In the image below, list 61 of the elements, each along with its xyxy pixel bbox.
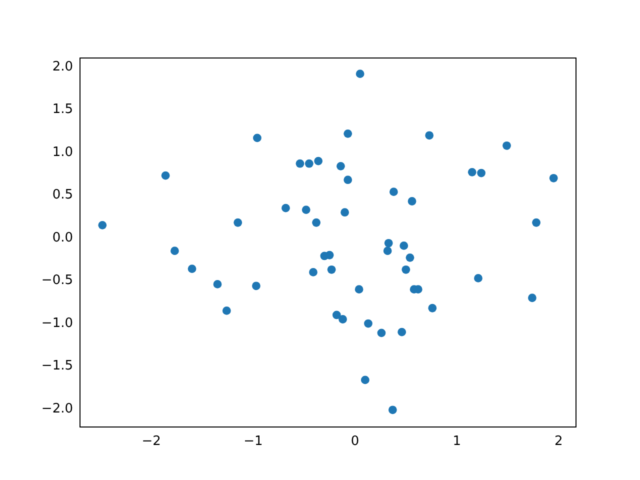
y-tick-label: −1.5 <box>41 358 73 374</box>
point <box>222 306 231 315</box>
point <box>402 265 410 274</box>
x-tick-label: −2 <box>142 434 161 450</box>
point <box>344 129 352 138</box>
point <box>364 319 372 328</box>
point <box>428 304 437 312</box>
y-tick-label: −1.0 <box>41 316 73 331</box>
point <box>252 282 260 290</box>
point <box>528 294 536 302</box>
x-tick-label: 1 <box>452 434 461 450</box>
point <box>161 171 170 180</box>
point <box>213 280 222 288</box>
point <box>188 264 196 273</box>
y-tick-label: −0.5 <box>41 273 73 288</box>
point <box>549 174 558 182</box>
point <box>388 406 397 414</box>
x-tick-label: 0 <box>350 434 360 450</box>
point <box>314 156 323 166</box>
point <box>304 159 314 168</box>
point <box>425 131 434 140</box>
x-tick-label: 2 <box>554 434 563 450</box>
point <box>384 238 393 248</box>
point <box>532 218 540 227</box>
point <box>502 141 511 150</box>
point <box>325 250 334 260</box>
point <box>336 162 345 170</box>
point <box>296 159 304 168</box>
point <box>474 274 482 282</box>
y-tick-label: 1.5 <box>52 102 73 118</box>
y-tick-label: 2.0 <box>52 59 73 74</box>
point <box>408 197 416 206</box>
point <box>354 285 364 294</box>
point <box>389 188 398 196</box>
point <box>406 253 414 262</box>
point <box>309 268 318 276</box>
point <box>383 246 392 256</box>
point <box>332 310 341 320</box>
point <box>327 265 336 274</box>
point <box>338 315 347 324</box>
point <box>98 220 107 230</box>
point <box>360 376 370 384</box>
y-tick-label: 1.0 <box>52 144 73 160</box>
point <box>340 208 350 217</box>
point <box>312 218 320 227</box>
point <box>477 168 486 178</box>
point <box>344 176 352 184</box>
y-tick-label: −2.0 <box>41 401 73 416</box>
point <box>302 206 310 214</box>
point <box>282 204 290 212</box>
point <box>398 328 406 336</box>
point <box>234 218 242 227</box>
point <box>468 168 476 176</box>
point <box>170 246 179 256</box>
point <box>377 328 386 338</box>
y-tick-label: 0.5 <box>52 188 73 203</box>
point <box>253 134 262 142</box>
y-tick-label: 0.0 <box>52 230 73 246</box>
x-tick-label: −1 <box>244 434 263 450</box>
point <box>400 242 408 250</box>
point <box>356 70 364 78</box>
